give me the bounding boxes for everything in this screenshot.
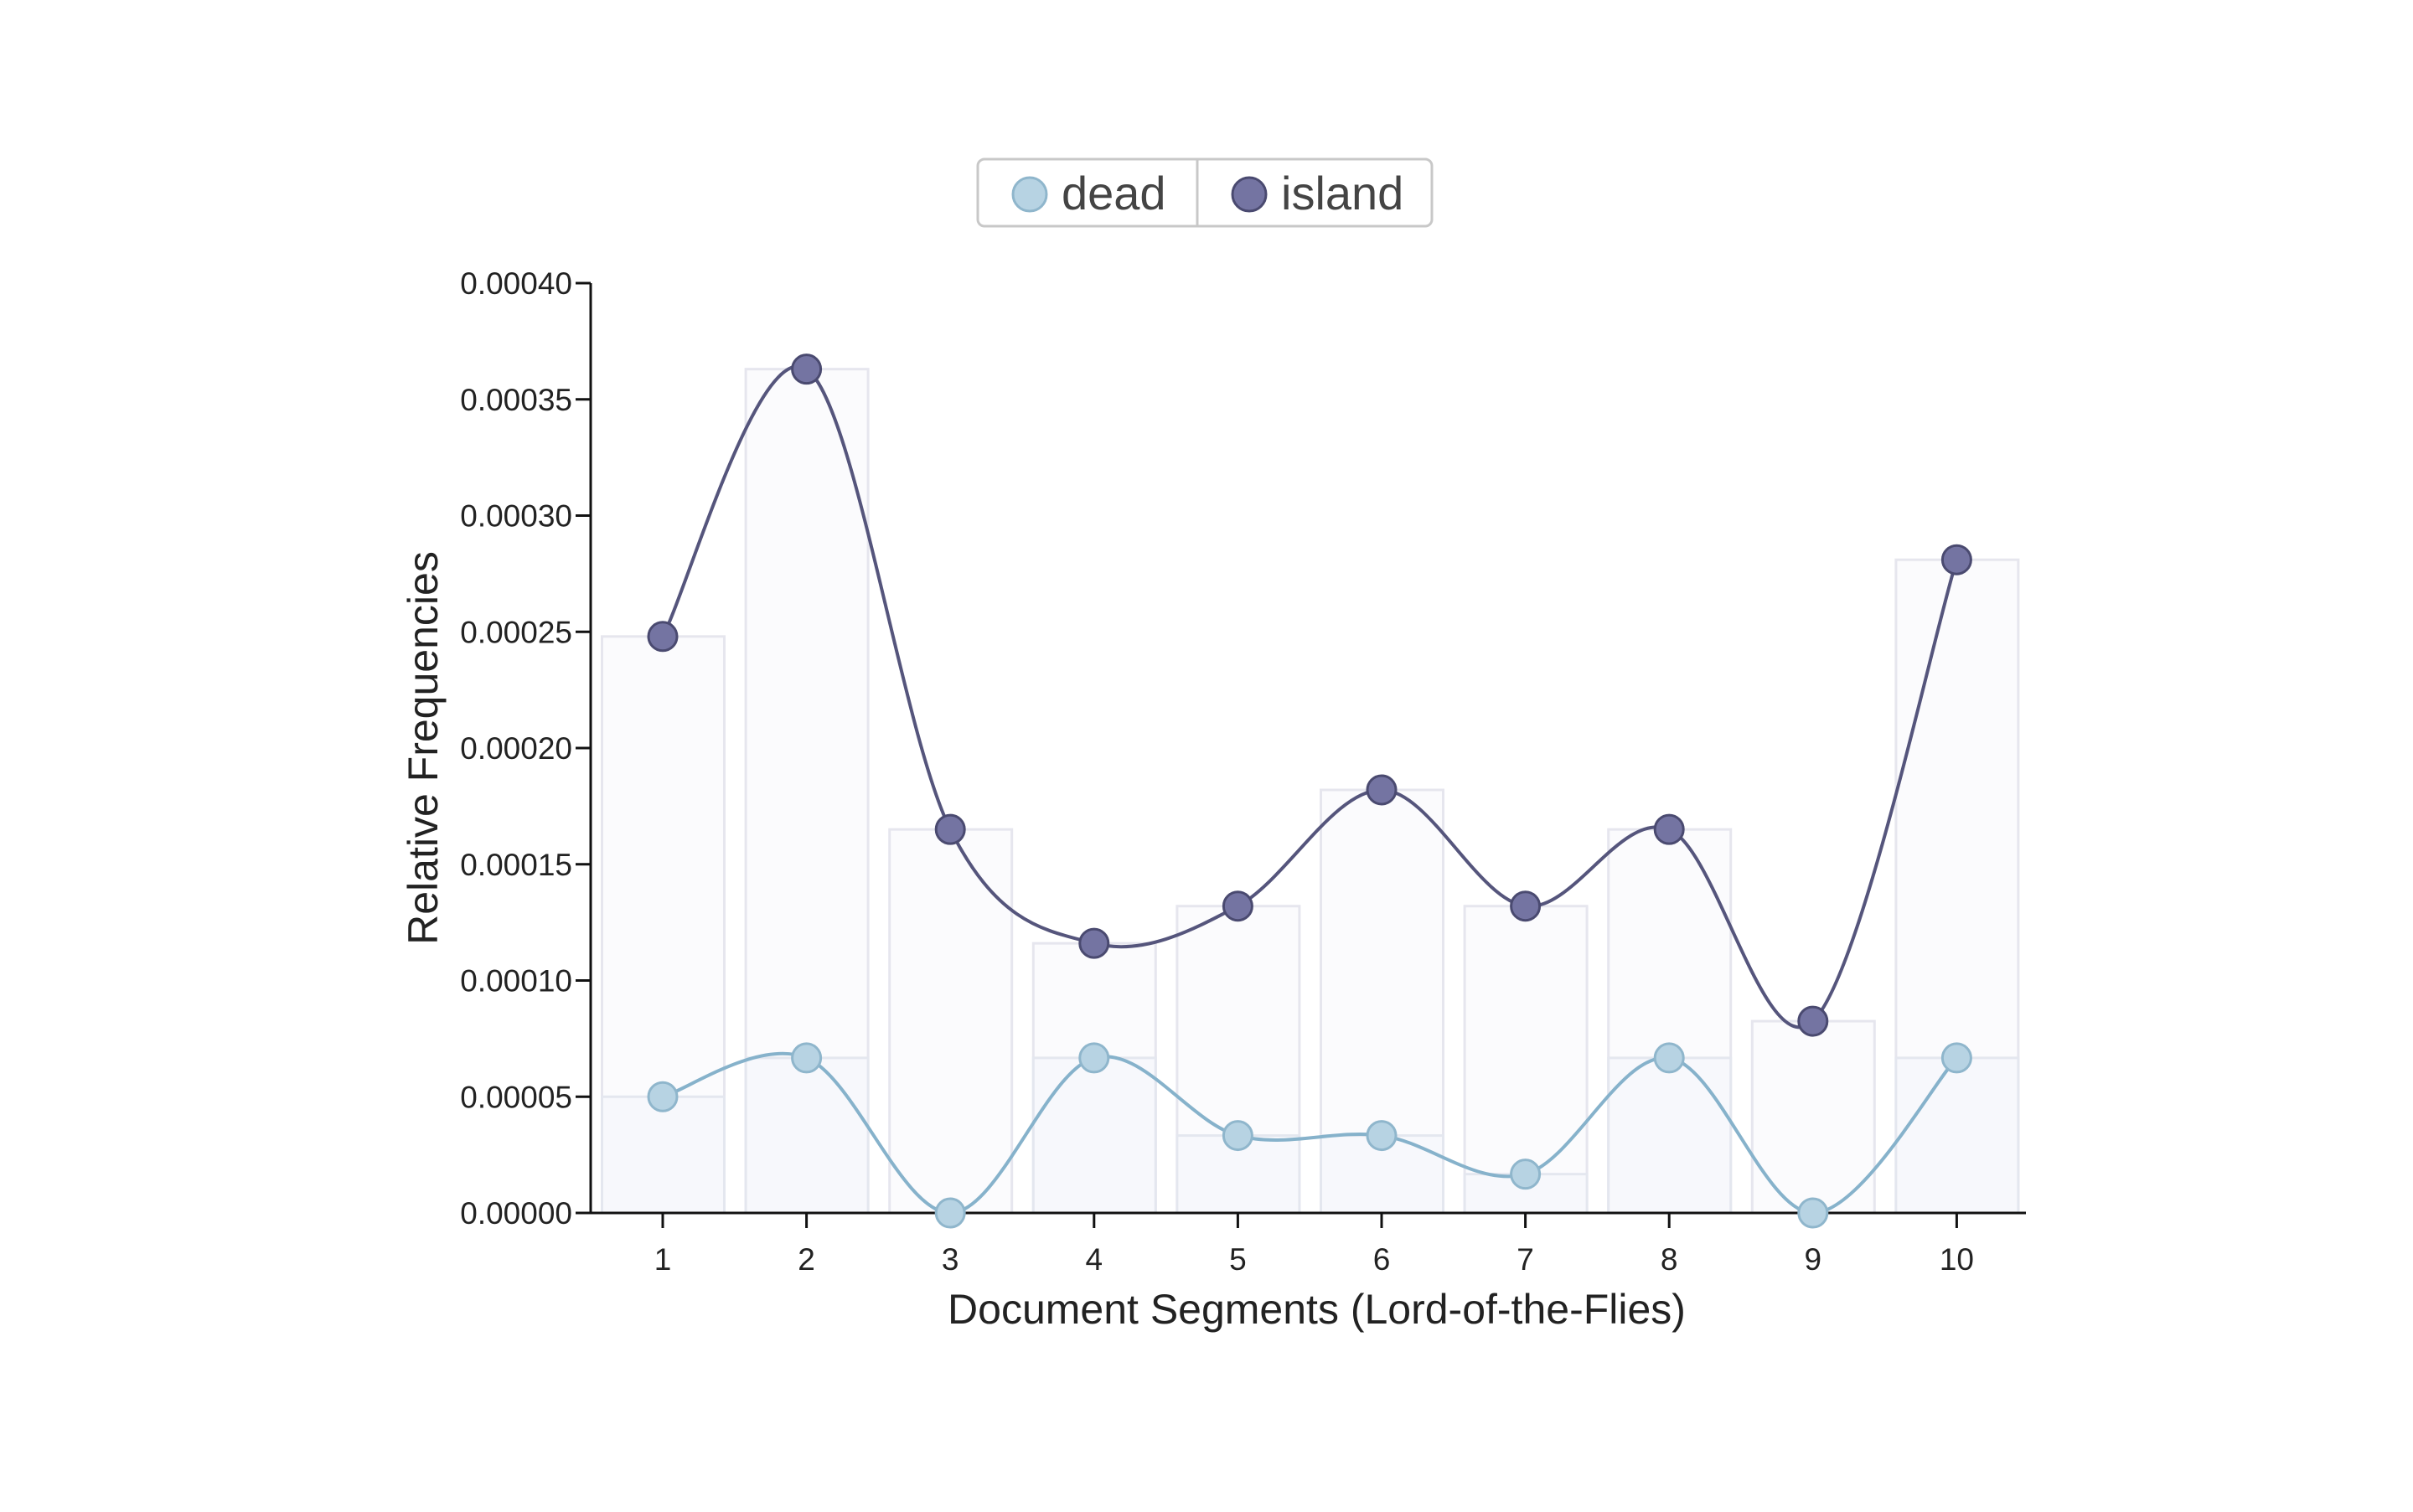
x-tick-label: 2 [798, 1242, 815, 1277]
point-dead-8[interactable] [1653, 1042, 1685, 1074]
point-island-8[interactable] [1653, 813, 1685, 845]
point-dead-4[interactable] [1078, 1042, 1110, 1074]
bar-dead-4 [1031, 1056, 1157, 1215]
y-tick-label: 0.00005 [460, 1080, 572, 1114]
y-tick-label: 0.00020 [460, 731, 572, 766]
x-axis-title: Document Segments (Lord-of-the-Flies) [948, 1286, 1686, 1333]
point-island-2[interactable] [791, 353, 823, 385]
x-tick-label: 8 [1661, 1242, 1678, 1277]
point-island-7[interactable] [1510, 890, 1542, 922]
y-tick-label: 0.00040 [460, 266, 572, 301]
x-tick-label: 1 [654, 1242, 672, 1277]
bar-dead-8 [1607, 1056, 1733, 1215]
point-island-6[interactable] [1366, 774, 1398, 806]
legend-item-dead[interactable]: dead [1011, 167, 1166, 219]
point-dead-3[interactable] [934, 1197, 966, 1229]
bar-dead-10 [1894, 1056, 2020, 1215]
bar-island-9 [1750, 1019, 1876, 1215]
y-tick-label: 0.00015 [460, 848, 572, 882]
legend-swatch-dead [1011, 176, 1048, 213]
point-dead-6[interactable] [1366, 1120, 1398, 1152]
legend-item-island[interactable]: island [1196, 159, 1403, 226]
y-tick-label: 0.00030 [460, 499, 572, 534]
bar-dead-1 [601, 1095, 726, 1215]
y-tick-label: 0.00025 [460, 615, 572, 649]
point-island-3[interactable] [934, 813, 966, 845]
point-island-10[interactable] [1940, 544, 1972, 575]
point-island-9[interactable] [1797, 1005, 1829, 1037]
point-island-1[interactable] [647, 621, 679, 653]
y-tick-label: 0.00035 [460, 383, 572, 417]
bar-island-3 [888, 828, 1014, 1215]
legend-frame [976, 157, 1434, 228]
y-axis-title: Relative Frequencies [400, 551, 447, 945]
series-line-dead [662, 1051, 1958, 1215]
legend-swatch-island [1231, 176, 1268, 213]
legend-label-dead: dead [1062, 167, 1166, 219]
points-layer [647, 353, 1972, 1229]
legend: dead island [976, 157, 1434, 228]
x-tick-label: 5 [1229, 1242, 1247, 1277]
point-island-5[interactable] [1222, 890, 1253, 922]
bar-dead-2 [744, 1056, 870, 1215]
x-tick-label: 4 [1086, 1242, 1103, 1277]
point-dead-5[interactable] [1222, 1120, 1253, 1152]
x-tick-label: 3 [942, 1242, 959, 1277]
point-dead-7[interactable] [1510, 1159, 1542, 1190]
y-tick-label: 0.00010 [460, 964, 572, 999]
point-dead-2[interactable] [791, 1042, 823, 1074]
legend-label-island: island [1281, 167, 1403, 219]
point-dead-1[interactable] [647, 1081, 679, 1112]
axes-layer: 0.00000 0.00005 0.00010 0.00015 0.00020 0.000… [400, 266, 2026, 1333]
x-tick-label: 9 [1805, 1242, 1822, 1277]
point-island-4[interactable] [1078, 927, 1110, 959]
x-tick-label: 6 [1373, 1242, 1391, 1277]
lines-layer [661, 364, 1959, 1215]
series-line-island [661, 364, 1959, 1030]
x-tick-label: 7 [1517, 1242, 1534, 1277]
bars-layer [601, 368, 2020, 1215]
point-dead-9[interactable] [1797, 1197, 1829, 1229]
x-tick-label: 10 [1940, 1242, 1974, 1277]
y-tick-label: 0.00000 [460, 1196, 572, 1231]
point-dead-10[interactable] [1940, 1042, 1972, 1074]
